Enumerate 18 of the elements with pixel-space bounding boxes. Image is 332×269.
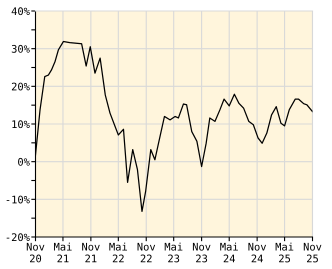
x-tick-label: Mai 21 [54,242,72,262]
x-tick-label: Nov 22 [138,242,156,262]
y-tick-label: 40% [12,7,30,16]
x-tick-label: Nov 24 [248,242,266,262]
y-tick-label: 20% [12,82,30,90]
y-tick-label: 10% [12,120,30,128]
y-tick-label: 30% [12,44,30,53]
x-tick-label: Nov 25 [304,242,322,262]
y-tick-label: 0% [18,158,30,166]
x-tick-label: Mai 24 [220,242,238,262]
x-tick-label: Mai 23 [164,242,182,262]
x-tick-label: Nov 21 [82,242,100,262]
x-tick-label: Nov 20 [26,242,44,262]
y-tick-label: -20% [6,233,30,242]
x-tick-label: Mai 22 [109,242,128,262]
x-tick-label: Nov 23 [192,242,211,262]
x-tick-label: Mai 25 [276,242,294,262]
y-tick-label: -10% [6,196,30,204]
